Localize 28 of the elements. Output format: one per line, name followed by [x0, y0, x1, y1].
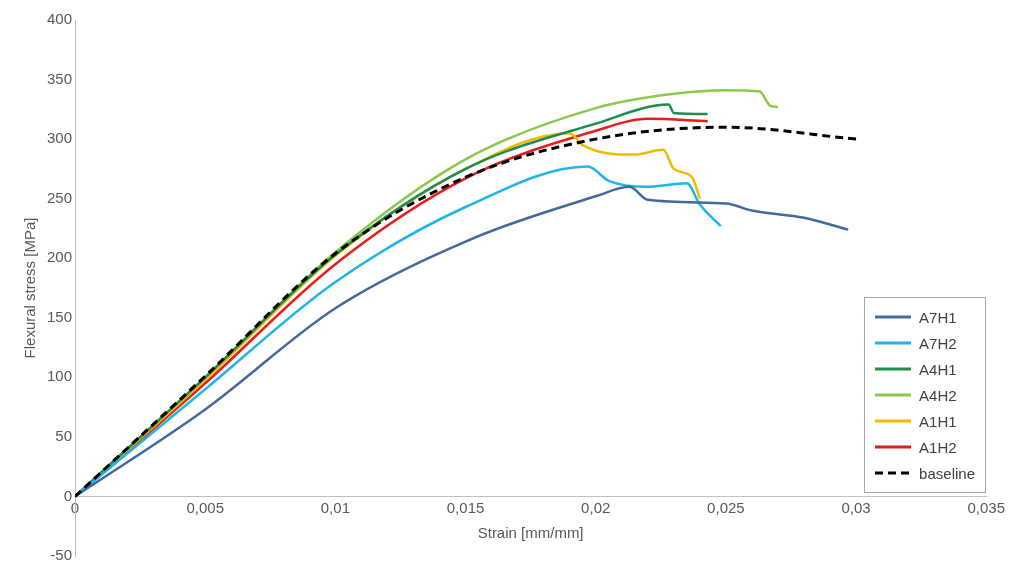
y-tick-label: 200	[47, 248, 73, 266]
x-tick-label: 0,025	[707, 498, 745, 516]
line-series	[75, 125, 858, 498]
y-tick-label: 100	[47, 367, 73, 385]
y-axis-title: Flexural stress [MPa]	[21, 217, 39, 359]
x-tick-label: 0,005	[186, 498, 224, 516]
y-tick-label: 300	[47, 129, 73, 147]
y-tick-label: 0	[63, 486, 73, 504]
legend-label: A7H1	[919, 308, 957, 326]
x-tick-label: 0,03	[841, 498, 871, 516]
legend-label: A4H1	[919, 360, 957, 378]
y-tick-label: 350	[47, 69, 73, 87]
x-tick-label: 0,02	[581, 498, 611, 516]
legend-label: A1H1	[919, 412, 957, 430]
line-series	[75, 185, 850, 498]
x-axis-title: Strain [mm/mm]	[477, 523, 584, 541]
legend-label: A7H2	[919, 334, 957, 352]
y-tick-label: 400	[47, 10, 73, 28]
y-tick-label: 250	[47, 188, 73, 206]
x-tick-label: 0,015	[446, 498, 485, 516]
x-tick-label: 0,035	[967, 498, 1006, 516]
x-tick-label: 0,01	[320, 498, 350, 516]
y-tick-label: 150	[47, 307, 73, 325]
legend-label: A4H2	[919, 386, 957, 404]
y-tick-label: 50	[55, 427, 73, 445]
legend-label: baseline	[919, 464, 975, 482]
legend-label: A1H2	[919, 438, 957, 456]
y-tick-label: -50	[50, 546, 73, 564]
